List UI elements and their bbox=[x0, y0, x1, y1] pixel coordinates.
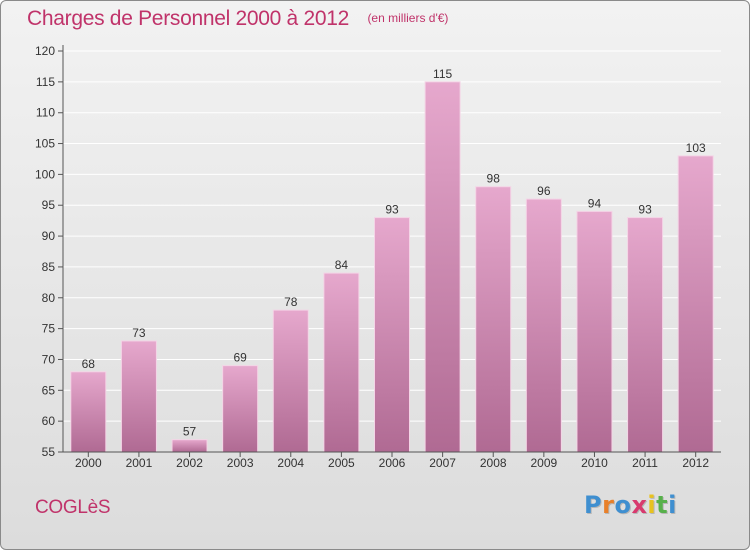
logo-letter: t bbox=[656, 491, 669, 519]
bar bbox=[677, 155, 714, 453]
data-label: 84 bbox=[335, 258, 349, 272]
x-tick-label: 2011 bbox=[632, 456, 658, 470]
y-tick-label: 65 bbox=[42, 383, 56, 397]
y-tick-label: 70 bbox=[42, 352, 56, 366]
y-tick-label: 80 bbox=[42, 291, 56, 305]
logo-letter: P bbox=[584, 491, 603, 519]
y-tick-label: 75 bbox=[42, 322, 56, 336]
x-tick-label: 2000 bbox=[75, 456, 102, 470]
x-tick-label: 2008 bbox=[480, 456, 507, 470]
y-tick-label: 60 bbox=[42, 414, 56, 428]
data-label: 68 bbox=[82, 357, 96, 371]
bar bbox=[627, 217, 664, 453]
title-row: Charges de Personnel 2000 à 2012 (en mil… bbox=[27, 7, 448, 31]
bar bbox=[424, 81, 461, 453]
y-tick-label: 115 bbox=[36, 75, 55, 89]
y-tick-label: 95 bbox=[42, 198, 56, 212]
bar bbox=[171, 439, 208, 453]
bar bbox=[120, 340, 157, 453]
y-tick-label: 110 bbox=[36, 106, 55, 120]
data-label: 94 bbox=[588, 196, 602, 210]
data-label: 73 bbox=[132, 326, 146, 340]
bar bbox=[323, 272, 360, 453]
x-tick-label: 2001 bbox=[126, 456, 153, 470]
proxiti-logo: Proxiti bbox=[584, 491, 677, 519]
logo-letter: x bbox=[631, 491, 648, 519]
bar bbox=[525, 198, 562, 453]
bar bbox=[222, 365, 259, 453]
bar bbox=[70, 371, 107, 453]
data-label: 103 bbox=[686, 141, 706, 155]
data-label: 115 bbox=[433, 67, 452, 81]
data-label: 96 bbox=[537, 184, 551, 198]
logo-letter: i bbox=[647, 491, 657, 519]
data-label: 69 bbox=[233, 351, 247, 365]
y-tick-label: 85 bbox=[42, 260, 56, 274]
data-label: 98 bbox=[487, 172, 501, 186]
y-tick-label: 105 bbox=[35, 137, 55, 151]
bar bbox=[374, 217, 410, 453]
data-label: 57 bbox=[183, 425, 197, 439]
y-tick-label: 100 bbox=[35, 167, 55, 181]
data-label: 93 bbox=[638, 203, 652, 217]
x-tick-label: 2004 bbox=[277, 456, 304, 470]
x-tick-label: 2012 bbox=[682, 456, 709, 470]
x-tick-label: 2010 bbox=[581, 456, 608, 470]
chart-subtitle: (en milliers d'€) bbox=[367, 11, 449, 25]
logo-letter: r bbox=[602, 491, 615, 519]
town-name: COGLèS bbox=[35, 497, 111, 518]
bar bbox=[475, 186, 512, 453]
x-tick-label: 2005 bbox=[328, 456, 355, 470]
x-tick-label: 2002 bbox=[176, 456, 203, 470]
logo-letter: o bbox=[614, 491, 632, 519]
data-label: 93 bbox=[385, 203, 399, 217]
chart-title: Charges de Personnel 2000 à 2012 bbox=[27, 7, 349, 30]
bar bbox=[576, 210, 613, 453]
bar bbox=[272, 309, 309, 453]
data-label: 78 bbox=[284, 295, 298, 309]
y-tick-label: 90 bbox=[42, 229, 56, 243]
x-tick-label: 2009 bbox=[530, 456, 557, 470]
y-tick-label: 120 bbox=[35, 44, 55, 58]
logo-letter: i bbox=[668, 491, 677, 519]
x-tick-label: 2003 bbox=[227, 456, 254, 470]
y-tick-label: 55 bbox=[42, 445, 56, 459]
x-tick-label: 2006 bbox=[379, 456, 406, 470]
x-tick-label: 2007 bbox=[429, 456, 456, 470]
